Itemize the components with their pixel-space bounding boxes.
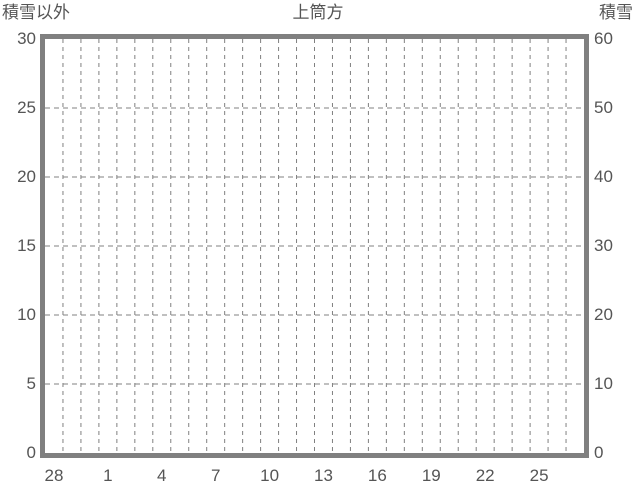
plot-area bbox=[40, 34, 589, 458]
y-axis-right: 0 10 20 30 40 50 60 bbox=[594, 0, 636, 501]
y-axis-right-tick-label: 20 bbox=[594, 305, 613, 324]
x-axis-tick-label: 1 bbox=[103, 466, 113, 485]
y-axis-left-tick-label: 25 bbox=[17, 98, 36, 117]
grid-lines bbox=[45, 39, 584, 453]
y-axis-right-tick-label: 60 bbox=[594, 29, 613, 48]
x-axis-tick-label: 7 bbox=[210, 466, 221, 485]
y-axis-left-tick-label: 30 bbox=[17, 29, 36, 48]
y-axis-right-tick-label: 40 bbox=[594, 167, 613, 186]
right-axis-title: 積雪 bbox=[599, 3, 633, 22]
y-axis-left-tick-label: 0 bbox=[26, 443, 36, 462]
x-axis-tick-label: 16 bbox=[367, 466, 387, 485]
y-axis-right-tick-label: 10 bbox=[594, 374, 613, 393]
x-axis-tick-label: 10 bbox=[260, 466, 280, 485]
y-axis-right-tick-label: 0 bbox=[594, 443, 604, 462]
chart-title: 上筒方 bbox=[292, 3, 344, 22]
x-axis-tick-label: 25 bbox=[529, 466, 549, 485]
y-axis-left-tick-label: 15 bbox=[17, 236, 36, 255]
x-axis-tick-label: 4 bbox=[157, 466, 167, 485]
y-axis-left: 0 5 10 15 20 25 30 bbox=[0, 0, 36, 501]
y-axis-right-tick-label: 50 bbox=[594, 98, 613, 117]
x-axis-tick-label: 19 bbox=[421, 466, 441, 485]
y-axis-left-tick-label: 10 bbox=[17, 305, 36, 324]
x-axis-tick-label: 28 bbox=[44, 466, 64, 485]
left-axis-title: 積雪以外 bbox=[2, 3, 70, 22]
x-axis-tick-label: 22 bbox=[475, 466, 495, 485]
y-axis-left-tick-label: 20 bbox=[17, 167, 36, 186]
y-axis-right-tick-label: 30 bbox=[594, 236, 613, 255]
y-axis-left-tick-label: 5 bbox=[26, 374, 36, 393]
x-axis-tick-label: 13 bbox=[314, 466, 333, 485]
